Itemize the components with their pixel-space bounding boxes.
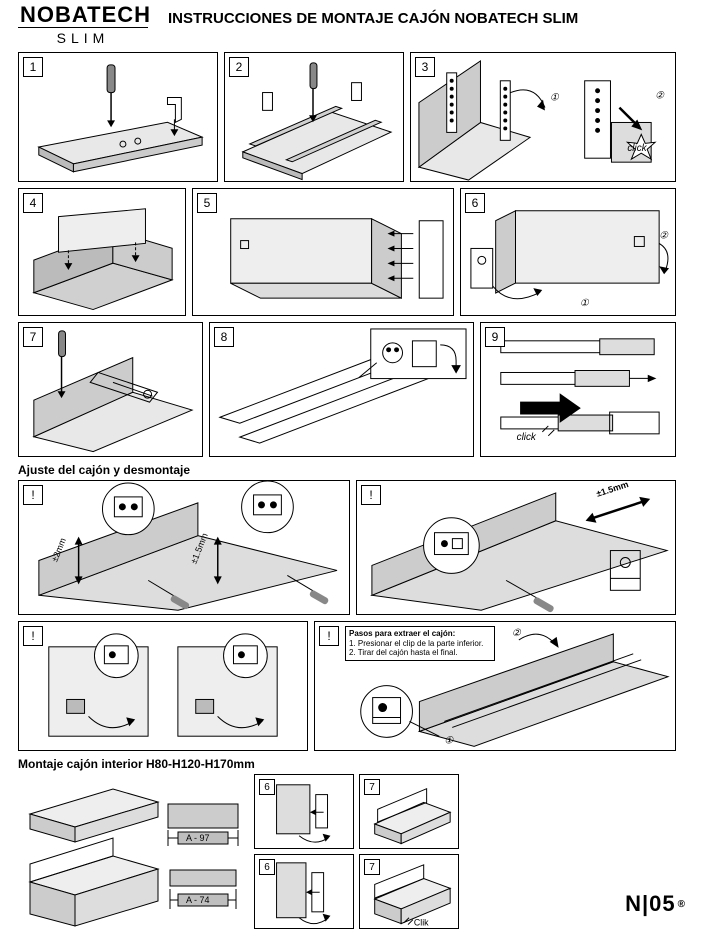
interior-step-6a: 6 bbox=[254, 774, 354, 849]
page-title: INSTRUCCIONES DE MONTAJE CAJÓN NOBATECH … bbox=[168, 8, 688, 27]
diagram-extract-1 bbox=[19, 622, 307, 751]
attention-icon: ! bbox=[319, 626, 339, 646]
row-2: 4 5 bbox=[18, 188, 688, 316]
dimension-a74: A - 74 bbox=[186, 895, 210, 905]
circled-1: ① bbox=[580, 298, 590, 309]
diagram-step-9: click bbox=[481, 323, 675, 457]
tolerance-1-5mm: ±1.5mm bbox=[595, 481, 630, 499]
step-number: 7 bbox=[364, 859, 380, 875]
step-number: 6 bbox=[465, 193, 485, 213]
interior-step-7a: 7 bbox=[359, 774, 459, 849]
interior-step-6b: 6 bbox=[254, 854, 354, 929]
click-label: click bbox=[517, 432, 537, 443]
section-title-interior: Montaje cajón interior H80-H120-H170mm bbox=[18, 757, 688, 771]
step-panel-1: 1 bbox=[18, 52, 218, 182]
step-panel-5: 5 bbox=[192, 188, 454, 316]
attention-icon: ! bbox=[361, 485, 381, 505]
adjust-panel-2: ! ±1.5mm bbox=[356, 480, 676, 615]
step-number: 7 bbox=[364, 779, 380, 795]
diagram-adjust-2: ±1.5mm bbox=[357, 481, 675, 615]
step-panel-3: 3 ① ② cl bbox=[410, 52, 676, 182]
diagram-step-8 bbox=[210, 323, 473, 457]
diagram-step-1 bbox=[19, 53, 217, 182]
row-adjust: ! ±2mm ±1.5mm ! bbox=[18, 480, 688, 615]
step-number: 2 bbox=[229, 57, 249, 77]
circled-2: ② bbox=[659, 231, 669, 242]
circled-2: ② bbox=[655, 91, 665, 102]
diagram-step-6: ① ② bbox=[461, 189, 675, 316]
interior-step-7b: 7 Clik bbox=[359, 854, 459, 929]
interior-steps: 6 7 6 bbox=[254, 774, 459, 929]
click-label: click bbox=[627, 143, 647, 154]
diagram-step-4 bbox=[19, 189, 185, 315]
circled-1: ① bbox=[444, 736, 454, 747]
row-1: 1 2 bbox=[18, 52, 688, 182]
logo-sub: SLIM bbox=[18, 27, 148, 46]
brand-logo: NOBATECH SLIM bbox=[18, 8, 148, 46]
step-number: 3 bbox=[415, 57, 435, 77]
diagram-step-5 bbox=[193, 189, 453, 316]
attention-icon: ! bbox=[23, 626, 43, 646]
header: NOBATECH SLIM INSTRUCCIONES DE MONTAJE C… bbox=[18, 8, 688, 46]
diagram-step-2 bbox=[225, 53, 403, 182]
registered-icon: ® bbox=[678, 899, 686, 910]
step-panel-2: 2 bbox=[224, 52, 404, 182]
section-title-adjust: Ajuste del cajón y desmontaje bbox=[18, 463, 688, 477]
step-number: 9 bbox=[485, 327, 505, 347]
row-interior: A - 97 A - 74 6 bbox=[18, 774, 688, 929]
diagram-step-7 bbox=[19, 323, 202, 457]
row-3: 7 8 bbox=[18, 322, 688, 457]
footer-brand-text: N|05 bbox=[625, 891, 676, 917]
circled-2: ② bbox=[512, 628, 522, 639]
footer-brand: N|05® bbox=[625, 891, 686, 917]
dimension-a97: A - 97 bbox=[186, 833, 210, 843]
diagram-extract-2: ② ① bbox=[315, 622, 675, 751]
step-panel-6: 6 ① ② bbox=[460, 188, 676, 316]
diagram-interior-left: A - 97 A - 74 bbox=[18, 774, 248, 929]
step-panel-9: 9 click bbox=[480, 322, 676, 457]
adjust-panel-1: ! ±2mm ±1.5mm bbox=[18, 480, 350, 615]
step-panel-4: 4 bbox=[18, 188, 186, 316]
step-number: 7 bbox=[23, 327, 43, 347]
step-number: 5 bbox=[197, 193, 217, 213]
step-number: 6 bbox=[259, 859, 275, 875]
click-label: Clik bbox=[414, 918, 429, 928]
step-panel-8: 8 bbox=[209, 322, 474, 457]
interior-left: A - 97 A - 74 bbox=[18, 774, 248, 929]
diagram-step-3: ① ② click bbox=[411, 53, 675, 182]
logo-main: NOBATECH bbox=[18, 8, 148, 21]
step-number: 8 bbox=[214, 327, 234, 347]
extract-panel-2: ! Pasos para extraer el cajón: 1. Presio… bbox=[314, 621, 676, 751]
step-number: 1 bbox=[23, 57, 43, 77]
row-extract: ! ! Pasos para extraer el cajón: 1. Pres… bbox=[18, 621, 688, 751]
step-number: 6 bbox=[259, 779, 275, 795]
extract-panel-1: ! bbox=[18, 621, 308, 751]
step-panel-7: 7 bbox=[18, 322, 203, 457]
diagram-adjust-1: ±2mm ±1.5mm bbox=[19, 481, 349, 615]
attention-icon: ! bbox=[23, 485, 43, 505]
step-number: 4 bbox=[23, 193, 43, 213]
circled-1: ① bbox=[550, 93, 560, 104]
